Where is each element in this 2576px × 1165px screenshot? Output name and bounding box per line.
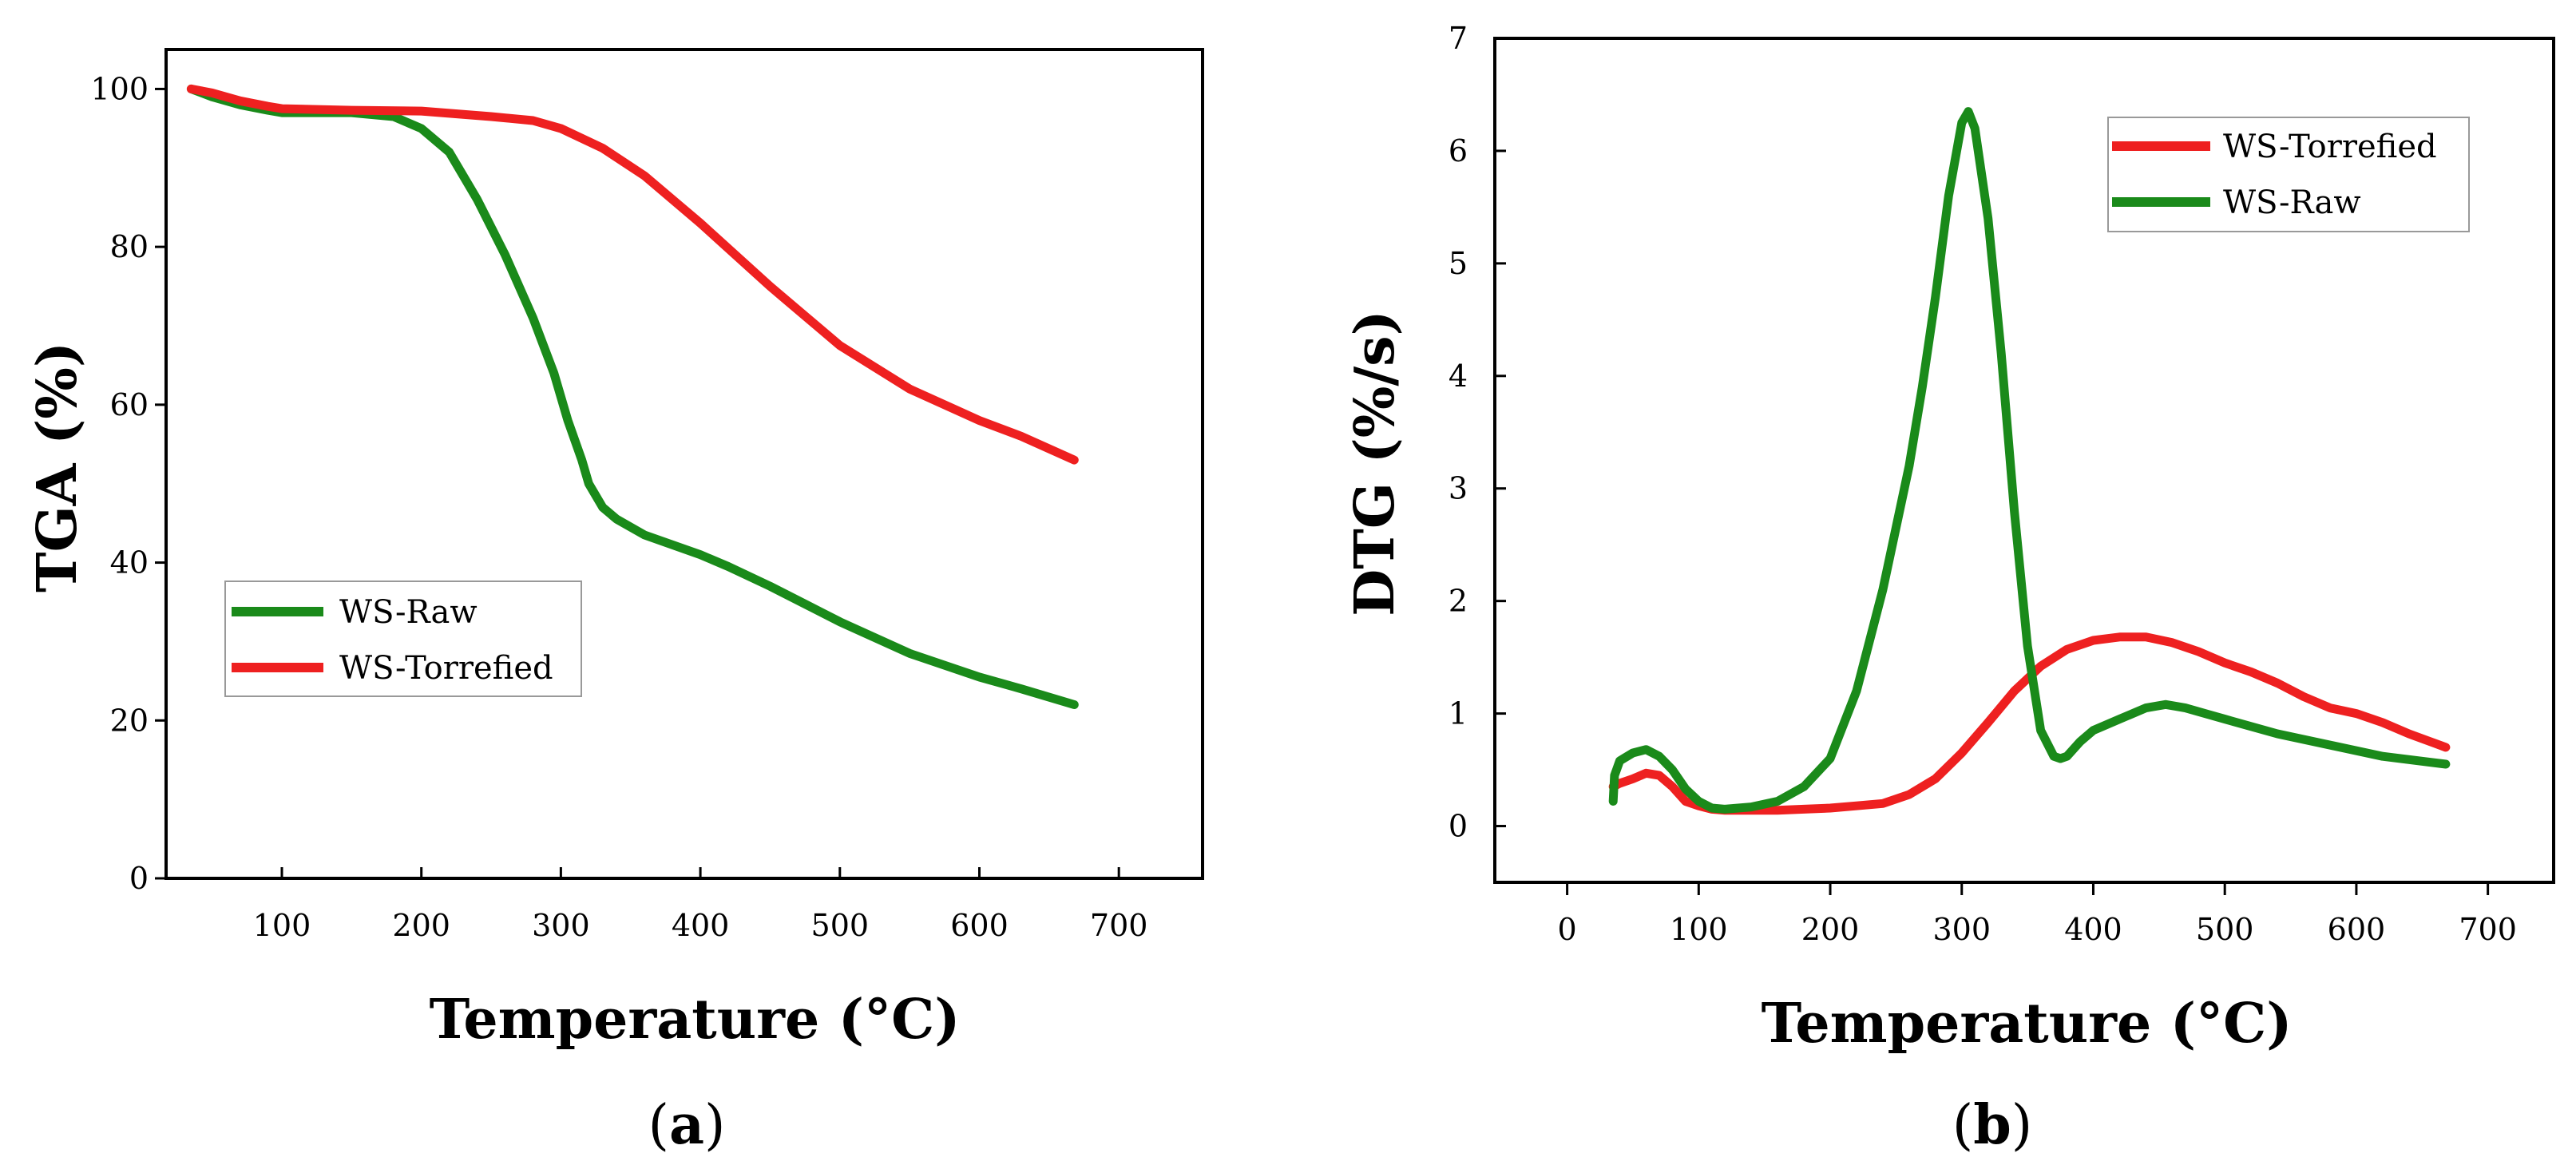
series-line-ws-torrefied	[1608, 632, 2451, 815]
panel-label-b: (b)	[1952, 1093, 2033, 1157]
y-tick-label: 20	[110, 703, 149, 738]
x-tick-label: 600	[2328, 912, 2386, 947]
y-axis-title-a: TGA (%)	[26, 342, 89, 592]
x-tick-label: 700	[2459, 912, 2517, 947]
plot-frame-a	[164, 48, 1204, 880]
panel-b-dtg-chart: 0 1 2 3 4 5 6 7 0 100 200 300 400 500 600 700 WS-Torre…	[1343, 21, 2555, 1157]
y-tick-label: 80	[110, 229, 149, 264]
x-tick-label: 400	[672, 908, 730, 943]
legend-b: WS-Torrefied WS-Raw	[2107, 117, 2470, 232]
x-tick-label: 400	[2064, 912, 2122, 947]
y-axis-ticks-b: 0 1 2 3 4 5 6 7	[1449, 21, 1506, 844]
y-tick-label: 4	[1449, 359, 1468, 394]
y-tick-label: 2	[1449, 584, 1468, 619]
x-tick-label: 300	[1932, 912, 1991, 947]
x-tick-label: 100	[253, 908, 311, 943]
y-tick-label: 5	[1449, 246, 1468, 281]
y-axis-ticks-a: 0 20 40 60 80 100	[90, 71, 166, 896]
plot-frame-b	[1493, 37, 2555, 884]
x-tick-label: 300	[532, 908, 590, 943]
legend-box-a	[224, 581, 582, 697]
x-tick-label: 700	[1090, 908, 1148, 943]
legend-box-b	[2107, 117, 2470, 232]
legend-label-ws-torrefied-a: WS-Torrefied	[339, 650, 553, 687]
y-tick-label: 60	[110, 387, 149, 422]
x-axis-ticks-a: 100 200 300 400 500 600 700	[253, 867, 1148, 943]
x-tick-label: 200	[1801, 912, 1860, 947]
x-axis-title-b: Temperature (°C)	[1762, 992, 2293, 1056]
x-tick-label: 500	[2196, 912, 2254, 947]
x-tick-label: 200	[392, 908, 450, 943]
y-tick-label: 6	[1449, 133, 1468, 168]
legend-a: WS-Raw WS-Torrefied	[224, 581, 582, 697]
panel-label-a: (a)	[648, 1093, 725, 1157]
y-tick-label: 100	[90, 71, 149, 106]
x-tick-label: 0	[1558, 912, 1577, 947]
y-tick-label: 0	[129, 861, 149, 896]
y-tick-label: 1	[1449, 696, 1468, 731]
series-line-ws-torrefied	[186, 84, 1079, 465]
y-tick-label: 0	[1449, 809, 1468, 844]
y-axis-title-b: DTG (%/s)	[1343, 310, 1407, 616]
y-tick-label: 7	[1449, 21, 1468, 56]
x-tick-label: 500	[811, 908, 870, 943]
panel-a-tga-chart: 0 20 40 60 80 100 100 200 300 400 500 600 700 WS-Ra…	[26, 48, 1204, 1157]
y-tick-label: 40	[110, 545, 149, 581]
y-tick-label: 3	[1449, 471, 1468, 506]
legend-label-ws-raw-b: WS-Raw	[2223, 184, 2361, 221]
legend-label-ws-raw-a: WS-Raw	[339, 594, 478, 631]
x-axis-ticks-b: 0 100 200 300 400 500 600 700	[1558, 882, 2517, 947]
legend-label-ws-torrefied-b: WS-Torrefied	[2223, 129, 2437, 165]
x-tick-label: 600	[950, 908, 1009, 943]
x-axis-title-a: Temperature (°C)	[430, 988, 961, 1052]
series-group-a	[186, 84, 1079, 709]
x-tick-label: 100	[1670, 912, 1728, 947]
series-line-ws-raw	[1608, 107, 2451, 814]
series-group-b	[1608, 107, 2451, 815]
